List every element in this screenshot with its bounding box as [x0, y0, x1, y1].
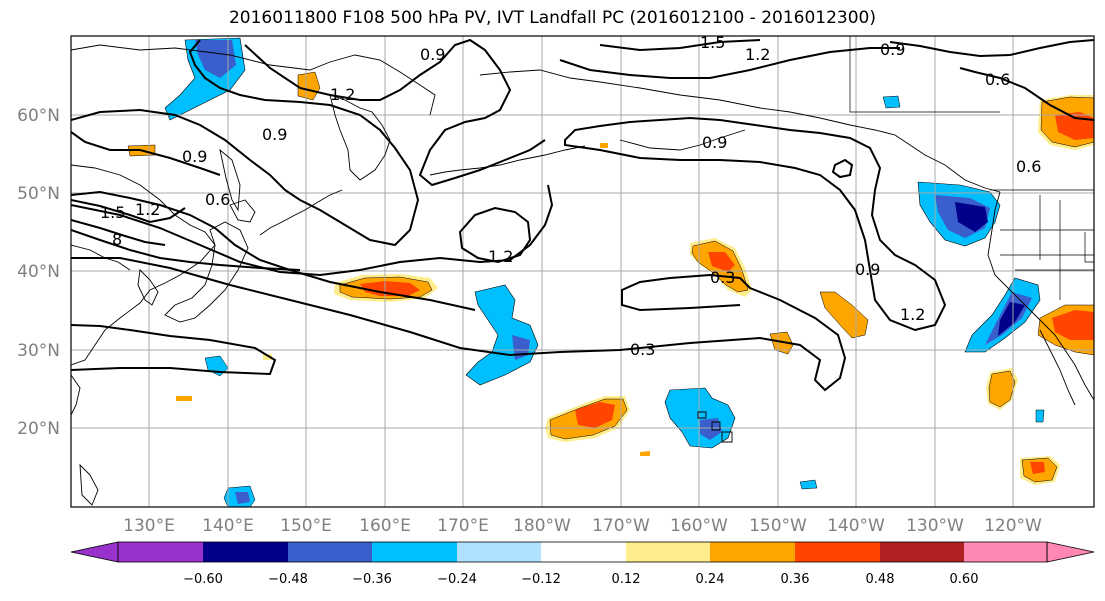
contour-label: 0.6 — [985, 70, 1010, 89]
lon-label: 180°W — [513, 516, 571, 536]
contour-label: 0.6 — [205, 190, 230, 209]
contour-label: 0.9 — [262, 125, 287, 144]
colorbar-segment — [710, 542, 795, 562]
contour-label: 1.2 — [488, 247, 513, 266]
colorbar-tick-label: −0.36 — [352, 572, 392, 587]
colorbar-tick-label: 0.36 — [781, 572, 810, 587]
colorbar-extend-right — [1046, 541, 1095, 563]
colorbar-extend-left — [70, 541, 119, 563]
colorbar-tick-label: −0.12 — [521, 572, 561, 587]
contour-0.6 — [71, 190, 476, 311]
contour-1.2-east — [831, 158, 854, 179]
contour-label: 0.3 — [630, 340, 655, 359]
longitude-labels: 130°E 140°E 150°E 160°E 170°E 180°W 170°… — [123, 516, 1042, 536]
colorbar-segment — [626, 542, 710, 562]
contour-label: 1.2 — [330, 85, 355, 104]
pv-contours — [71, 38, 1094, 392]
latitude-labels: 60°N 50°N 40°N 30°N 20°N — [17, 106, 60, 439]
map-frame — [70, 35, 1095, 508]
lon-label: 170°W — [592, 516, 650, 536]
colorbar-ticks: −0.60 −0.48 −0.36 −0.24 −0.12 0.12 0.24 … — [183, 572, 978, 587]
colorbar-outline — [117, 541, 1048, 563]
colorbar-tick-label: 0.48 — [866, 572, 895, 587]
lon-label: 160°W — [670, 516, 728, 536]
lon-label: 130°E — [123, 516, 175, 536]
contour-0.9-east — [564, 116, 947, 332]
lon-label: 130°W — [906, 516, 964, 536]
colorbar-segment — [203, 542, 288, 562]
figure-title: 2016011800 F108 500 hPa PV, IVT Landfall… — [228, 8, 876, 28]
contour-label: 1.5 — [700, 33, 725, 52]
contour-1.2-west — [71, 199, 186, 224]
lat-label: 40°N — [17, 262, 60, 282]
coast-japan — [164, 221, 249, 323]
colorbar-segment — [457, 542, 541, 562]
neg-anomaly-central — [465, 284, 539, 386]
contour-label: 1.5 — [100, 203, 125, 222]
contour-label: 0.9 — [420, 45, 445, 64]
coast-korea — [137, 269, 159, 306]
colorbar-segment — [795, 542, 880, 562]
shaded-anomalies — [127, 37, 1094, 507]
coast-kamchatka — [329, 94, 391, 181]
colorbar-segment — [372, 542, 457, 562]
colorbar-tick-label: −0.48 — [268, 572, 308, 587]
contour-label: 0.9 — [702, 133, 727, 152]
lon-label: 140°E — [202, 516, 254, 536]
colorbar-segment — [541, 542, 626, 562]
colorbar-tick-label: −0.60 — [183, 572, 223, 587]
colorbar-segment — [964, 542, 1047, 562]
contour-label: 1.2 — [745, 45, 770, 64]
contour-0.3-south — [71, 324, 277, 376]
lon-label: 150°E — [280, 516, 332, 536]
political-boundaries — [849, 36, 1094, 300]
lon-label: 120°W — [984, 516, 1042, 536]
colorbar-segment — [880, 542, 964, 562]
contour-label: 0.9 — [182, 147, 207, 166]
colorbar-tick-label: −0.24 — [437, 572, 477, 587]
contour-1.5 — [71, 219, 166, 246]
lon-label: 160°E — [359, 516, 411, 536]
contour-label: 1.2 — [135, 200, 160, 219]
colorbar-tick-label: 0.24 — [696, 572, 725, 587]
lat-label: 20°N — [17, 419, 60, 439]
contour-label: 8 — [112, 230, 122, 249]
colorbar-segment — [288, 542, 372, 562]
coast-hawaii — [697, 411, 733, 443]
lat-label: 60°N — [17, 106, 60, 126]
contour-0.9-west — [71, 39, 420, 247]
lon-label: 150°W — [749, 516, 807, 536]
colorbar-tick-label: 0.60 — [950, 572, 979, 587]
colorbar-segment — [118, 542, 203, 562]
lon-label: 170°E — [437, 516, 489, 536]
coast-north-america — [987, 191, 1094, 401]
colorbar: −0.60 −0.48 −0.36 −0.24 −0.12 0.12 0.24 … — [70, 541, 1095, 587]
contour-0.3-main — [71, 257, 847, 392]
contour-label: 0.9 — [855, 260, 880, 279]
graticule — [71, 36, 1094, 507]
colorbar-tick-label: 0.12 — [612, 572, 641, 587]
lon-label: 140°W — [827, 516, 885, 536]
lat-label: 50°N — [17, 184, 60, 204]
contour-labels: 1.5 1.2 0.9 0.6 1.2 0.9 0.6 1.5 1.2 8 0.… — [100, 33, 1041, 359]
contour-label: 1.2 — [900, 305, 925, 324]
contour-label: 0.9 — [880, 40, 905, 59]
contour-label: 0.6 — [1016, 157, 1041, 176]
coast-alaska — [479, 69, 1001, 193]
lat-label: 30°N — [17, 341, 60, 361]
contour-label: 0.3 — [710, 268, 735, 287]
